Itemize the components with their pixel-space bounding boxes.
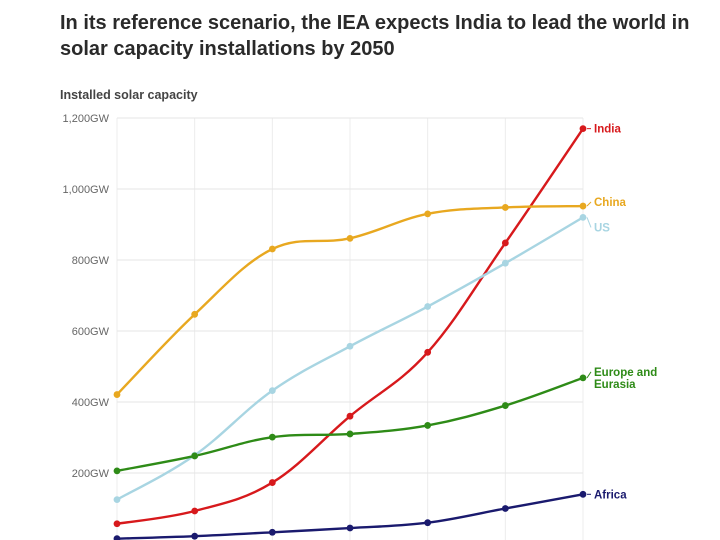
point-europe-and-eurasia-3: [346, 430, 354, 438]
series-label-india: India: [594, 124, 621, 136]
point-africa-5: [501, 505, 509, 512]
point-india-6: [579, 125, 587, 133]
y-tick-label: 600GW: [72, 326, 110, 338]
point-europe-and-eurasia-5: [501, 402, 509, 409]
point-india-4: [424, 348, 432, 356]
point-us-2: [268, 387, 276, 395]
y-tick-label: 200GW: [72, 468, 110, 480]
point-india-2: [268, 479, 276, 486]
point-europe-and-eurasia-0: [113, 467, 121, 475]
series-label-china: China: [594, 197, 627, 209]
point-africa-2: [268, 528, 276, 536]
series-label-africa: Africa: [594, 489, 627, 501]
point-china-6: [579, 202, 587, 210]
point-india-1: [191, 507, 199, 515]
y-tick-label: 400GW: [72, 397, 110, 409]
point-us-4: [424, 303, 432, 310]
point-africa-6: [579, 490, 587, 498]
series-label-us: US: [594, 222, 610, 234]
y-tick-label: 1,200GW: [63, 113, 110, 125]
series-points: [113, 125, 587, 540]
point-india-3: [346, 412, 354, 420]
point-china-3: [346, 234, 354, 242]
point-europe-and-eurasia-4: [424, 422, 432, 429]
point-china-2: [268, 245, 276, 253]
point-africa-3: [346, 524, 354, 532]
series-label-europe-and-eurasia: Europe and Eurasia: [594, 367, 657, 391]
point-us-5: [501, 259, 509, 267]
point-africa-4: [424, 519, 432, 527]
point-africa-0: [113, 535, 121, 540]
point-us-3: [346, 342, 354, 350]
y-axis-title: Installed solar capacity: [60, 88, 198, 102]
point-china-4: [424, 210, 432, 218]
y-tick-label: 800GW: [72, 255, 110, 267]
series-labels: India China US Europe and Eurasia Africa: [586, 124, 657, 501]
point-us-6: [579, 214, 587, 221]
point-china-5: [501, 204, 509, 211]
gridlines: [116, 117, 584, 540]
point-europe-and-eurasia-1: [191, 452, 199, 460]
chart-title: In its reference scenario, the IEA expec…: [60, 12, 690, 60]
point-china-0: [113, 391, 121, 398]
label-connector-europe-and-eurasia: [586, 371, 592, 379]
point-europe-and-eurasia-2: [268, 433, 276, 441]
point-china-1: [191, 310, 199, 318]
point-india-0: [113, 520, 121, 528]
point-india-5: [501, 239, 509, 247]
y-tick-label: 1,000GW: [63, 184, 110, 196]
label-connector-china: [586, 201, 592, 207]
point-africa-1: [191, 532, 199, 540]
label-connector-us: [586, 217, 592, 228]
point-europe-and-eurasia-6: [579, 374, 587, 382]
point-us-0: [113, 496, 121, 504]
